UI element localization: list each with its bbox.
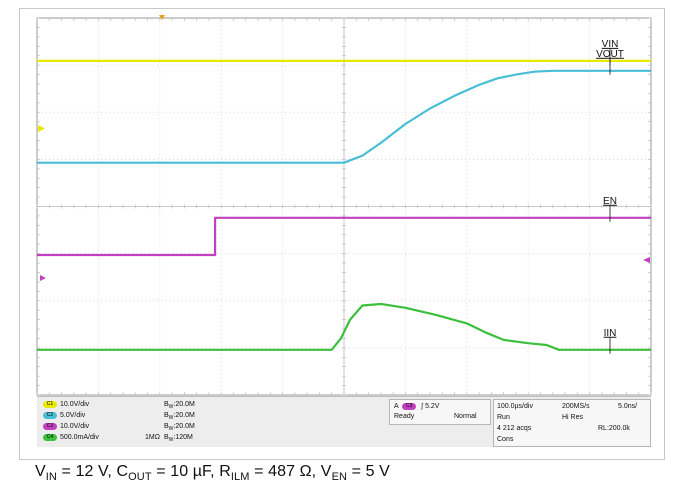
acquisition-count: 4 212 acqs (497, 425, 532, 432)
channel-badge: C1 (43, 400, 57, 408)
channel-impedance: 1MΩ (145, 434, 160, 441)
trace-vout (37, 69, 651, 164)
trigger-source-badge: C3 (402, 402, 417, 410)
channel-row-c3: C3 10.0V/div BW:20.0M (43, 421, 204, 432)
sample-rate: 200MS/s (562, 403, 590, 410)
trigger-state: Ready (394, 413, 415, 420)
trace-label-vin: VIN (602, 39, 619, 50)
channel-badge: C3 (43, 422, 57, 430)
channel-row-c1: C1 10.0V/div BW:20.0M (43, 399, 204, 410)
record-length: RL:200.0k (598, 425, 630, 432)
ch3-offset-marker (40, 275, 46, 281)
scope-status-panel: C1 10.0V/div BW:20.0M C2 5.0V/div BW:20.0M C3 1… (37, 396, 651, 447)
trigger-level-marker (643, 257, 650, 263)
figure-caption: VIN = 12 V, COUT = 10 µF, RILM = 487 Ω, … (35, 463, 390, 483)
trigger-settings: A C3 ∫ 5.2V Ready Normal (389, 399, 491, 425)
caption-term-3: VEN = 5 V (320, 463, 390, 483)
cons-label: Cons (497, 436, 514, 443)
traces (37, 59, 651, 351)
channel-settings: C1 10.0V/div BW:20.0M C2 5.0V/div BW:20.0M C3 1… (37, 399, 237, 445)
channel-scale: 10.0V/div (60, 401, 90, 408)
channel-bandwidth: BW:20.0M (164, 412, 195, 421)
trigger-position-marker (159, 15, 165, 20)
trace-en (37, 216, 651, 257)
trace-iin (37, 302, 651, 351)
trigger-mode-letter: A (394, 403, 399, 410)
channel-row-c2: C2 5.0V/div BW:20.0M (43, 410, 204, 421)
channel-scale: 5.0V/div (60, 412, 86, 419)
trace-label-iin: IIN (604, 328, 617, 339)
run-state: Run (497, 414, 510, 421)
ch1-offset-marker (38, 125, 45, 132)
channel-bandwidth: BW:120M (164, 434, 193, 443)
channel-bandwidth: BW:20.0M (164, 401, 195, 410)
horizontal-settings: 100.0µs/div 200MS/s 5.0ns/ Run Hi Res 4 … (493, 399, 651, 447)
trace-label-en: EN (603, 196, 617, 207)
channel-badge: C2 (43, 411, 57, 419)
timebase: 100.0µs/div (497, 403, 533, 410)
channel-scale: 10.0V/div (60, 423, 90, 430)
channel-badge: C4 (43, 433, 57, 441)
trigger-type: Normal (454, 413, 477, 420)
caption-term-0: VIN = 12 V, (35, 463, 117, 483)
trace-label-vout: VOUT (596, 49, 624, 60)
resolution: 5.0ns/ (618, 403, 638, 410)
markers (38, 15, 650, 281)
trigger-slope-icon: ∫ (421, 403, 424, 410)
caption-term-2: RILM = 487 Ω, (219, 463, 321, 483)
acquisition-mode: Hi Res (562, 414, 584, 421)
trigger-level: 5.2V (425, 403, 440, 410)
channel-row-c4: C4 500.0mA/div 1MΩ BW:120M (43, 432, 204, 443)
caption-term-1: COUT = 10 µF, (116, 463, 220, 483)
channel-bandwidth: BW:20.0M (164, 423, 195, 432)
channel-scale: 500.0mA/div (60, 434, 99, 441)
